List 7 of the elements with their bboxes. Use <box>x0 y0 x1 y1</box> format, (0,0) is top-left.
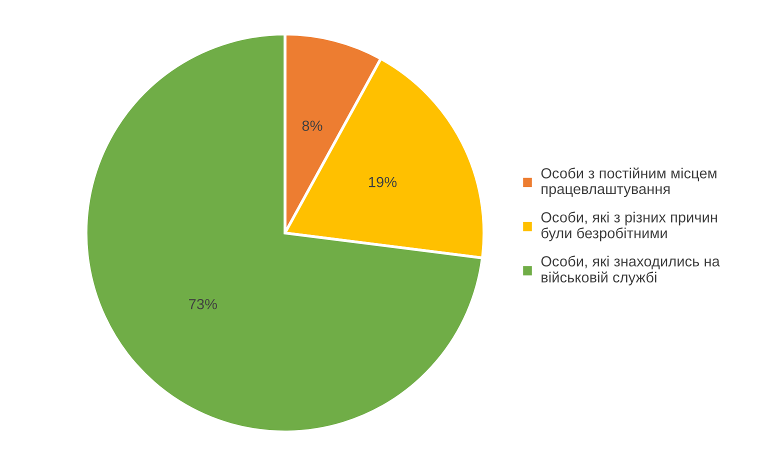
data-label: 8% <box>302 120 322 131</box>
data-label: 73% <box>189 298 217 310</box>
data-label: 19% <box>369 176 397 188</box>
pie-slice <box>84 32 484 434</box>
legend-label: Особи, які з різних причин були безробітними <box>541 212 717 242</box>
legend-label: Особи, які знаходились на військовій службі <box>541 256 720 286</box>
legend-label: Особи з постійним місцем працевлаштування <box>541 167 716 198</box>
